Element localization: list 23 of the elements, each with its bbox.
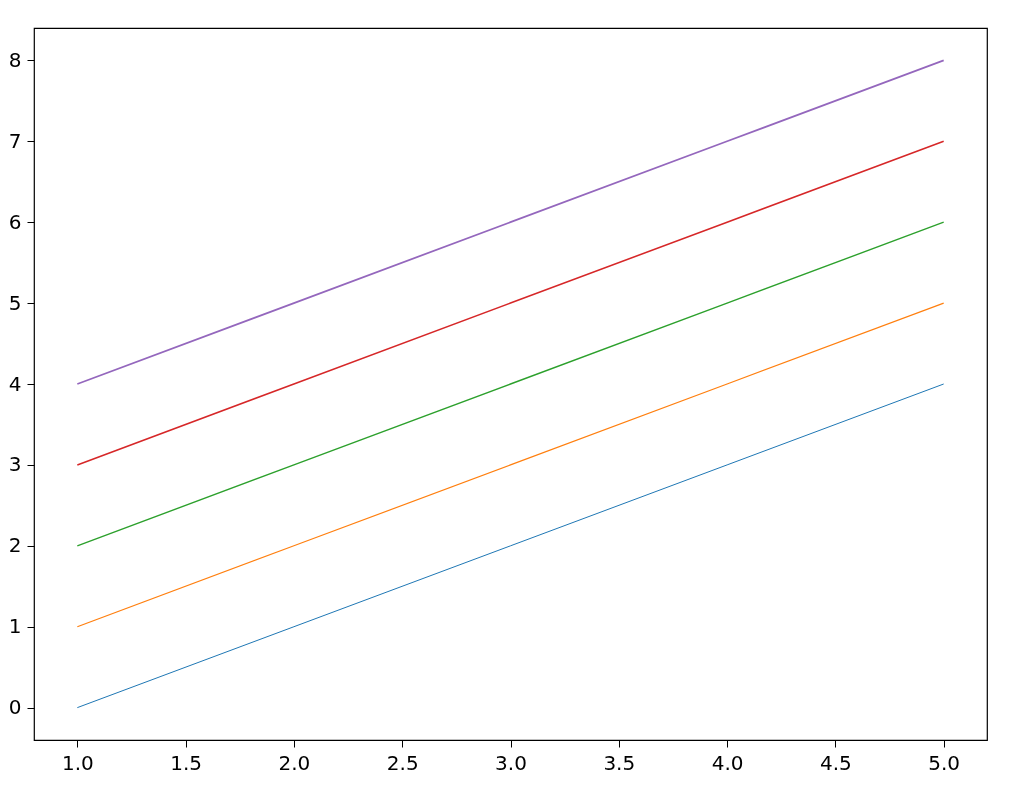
x-tick-label: 5.0 [928, 750, 961, 775]
x-tick-label: 1.0 [61, 750, 94, 775]
x-tick-label: 3.0 [495, 750, 527, 775]
y-tick-label: 7 [8, 128, 22, 153]
y-tick-label: 0 [8, 695, 22, 720]
line-series [76, 221, 945, 547]
x-tick-label: 4.0 [711, 750, 744, 775]
y-tick-label: 4 [8, 371, 22, 396]
y-tick-label: 8 [8, 47, 22, 72]
y-tick-label: 2 [8, 533, 22, 558]
line-series [76, 59, 945, 385]
x-tick-label: 2.0 [278, 750, 311, 775]
line-series [76, 302, 945, 628]
line-series [76, 383, 945, 709]
x-tick-label: 2.5 [386, 750, 419, 775]
x-tick-label: 1.5 [170, 750, 203, 775]
y-tick-label: 5 [8, 290, 22, 315]
y-tick-label: 1 [8, 614, 22, 639]
line-series [76, 140, 945, 466]
x-tick-label: 4.5 [819, 750, 852, 775]
y-tick-label: 6 [8, 209, 22, 234]
x-tick-label: 3.5 [603, 750, 636, 775]
y-tick-label: 3 [8, 452, 22, 477]
